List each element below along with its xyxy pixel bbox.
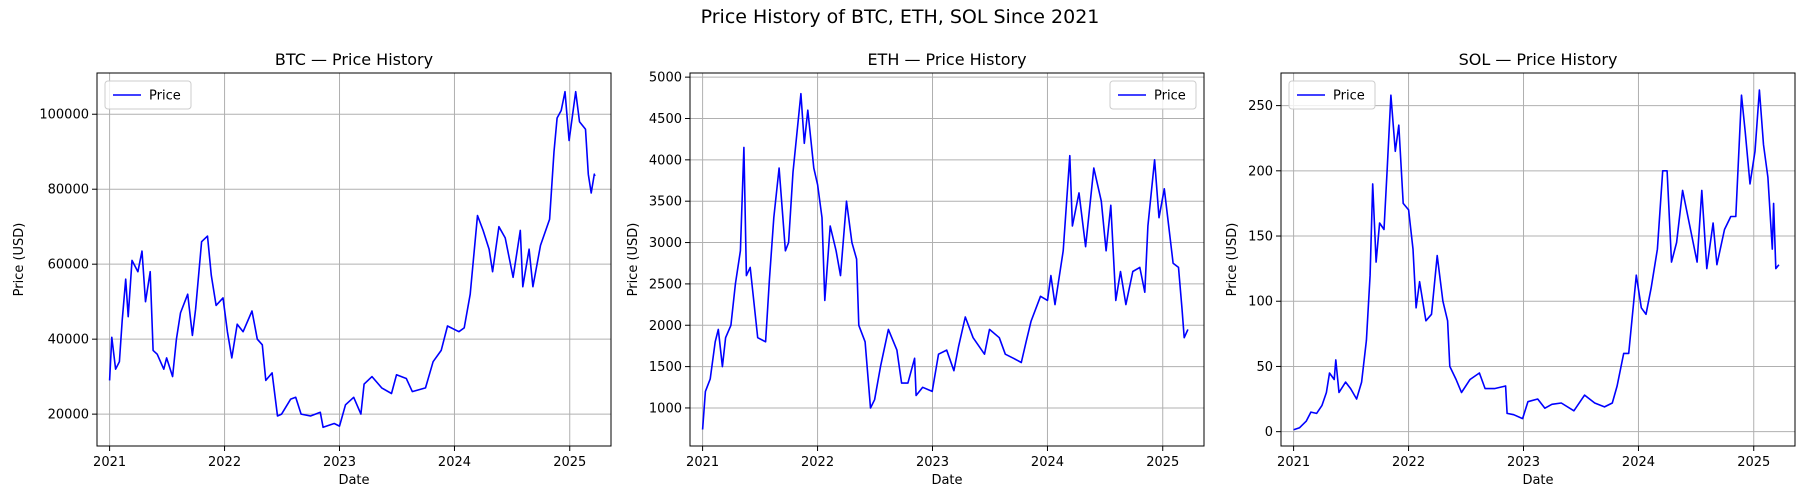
y-tick-label: 80000 bbox=[48, 183, 89, 198]
axes-frame bbox=[689, 72, 1205, 447]
series-line-price bbox=[108, 90, 596, 429]
y-tick-label: 1000 bbox=[649, 401, 682, 416]
y-tick-label: 2000 bbox=[649, 319, 682, 334]
y-tick-label: 2500 bbox=[649, 277, 682, 292]
x-tick-label: 2024 bbox=[1622, 455, 1655, 470]
y-tick-label: 150 bbox=[1248, 230, 1273, 245]
legend-box bbox=[104, 80, 192, 110]
y-tick-label: 40000 bbox=[48, 333, 89, 348]
y-tick-label: 60000 bbox=[48, 258, 89, 273]
y-tick-label: 3000 bbox=[649, 236, 682, 251]
y-tick-label: 0 bbox=[1265, 425, 1273, 440]
y-tick-label: 200 bbox=[1248, 164, 1273, 179]
x-tick-label: 2021 bbox=[686, 455, 719, 470]
y-tick-label: 5000 bbox=[649, 71, 682, 86]
y-tick-label: 100 bbox=[1248, 295, 1273, 310]
series-line-price bbox=[1293, 89, 1780, 431]
x-tick-label: 2023 bbox=[916, 455, 949, 470]
x-tick-label: 2021 bbox=[93, 455, 126, 470]
y-tick-label: 1500 bbox=[649, 360, 682, 375]
x-tick-label: 2022 bbox=[801, 455, 834, 470]
y-tick-label: 20000 bbox=[48, 408, 89, 423]
axes-frame bbox=[1280, 72, 1796, 447]
y-tick-label: 250 bbox=[1248, 99, 1273, 114]
x-tick-label: 2024 bbox=[438, 455, 471, 470]
x-tick-label: 2024 bbox=[1031, 455, 1064, 470]
x-tick-label: 2022 bbox=[1392, 455, 1425, 470]
y-tick-label: 100000 bbox=[39, 108, 89, 123]
x-axis-label: Date bbox=[931, 473, 962, 488]
legend-label: Price bbox=[1154, 89, 1186, 104]
chart-title: ETH — Price History bbox=[867, 50, 1026, 69]
figure-title: Price History of BTC, ETH, SOL Since 202… bbox=[700, 6, 1100, 28]
x-axis-label: Date bbox=[1522, 473, 1553, 488]
chart-title: BTC — Price History bbox=[275, 50, 433, 69]
y-axis-label: Price (USD) bbox=[1225, 223, 1240, 297]
y-tick-label: 4000 bbox=[649, 153, 682, 168]
y-axis-label: Price (USD) bbox=[12, 223, 27, 297]
legend-label: Price bbox=[149, 89, 181, 104]
x-tick-label: 2023 bbox=[1507, 455, 1540, 470]
legend-box bbox=[1109, 80, 1197, 110]
x-tick-label: 2021 bbox=[1277, 455, 1310, 470]
y-tick-label: 3500 bbox=[649, 195, 682, 210]
y-tick-label: 4500 bbox=[649, 112, 682, 127]
x-tick-label: 2025 bbox=[1146, 455, 1179, 470]
x-tick-label: 2025 bbox=[1737, 455, 1770, 470]
y-axis-label: Price (USD) bbox=[626, 223, 641, 297]
legend-box bbox=[1288, 80, 1376, 110]
y-tick-label: 50 bbox=[1256, 360, 1273, 375]
chart-title: SOL — Price History bbox=[1459, 50, 1618, 69]
legend-label: Price bbox=[1333, 89, 1365, 104]
axes-frame bbox=[96, 72, 612, 447]
x-tick-label: 2022 bbox=[208, 455, 241, 470]
x-axis-label: Date bbox=[338, 473, 369, 488]
series-line-price bbox=[701, 92, 1189, 430]
x-tick-label: 2023 bbox=[323, 455, 356, 470]
x-tick-label: 2025 bbox=[553, 455, 586, 470]
